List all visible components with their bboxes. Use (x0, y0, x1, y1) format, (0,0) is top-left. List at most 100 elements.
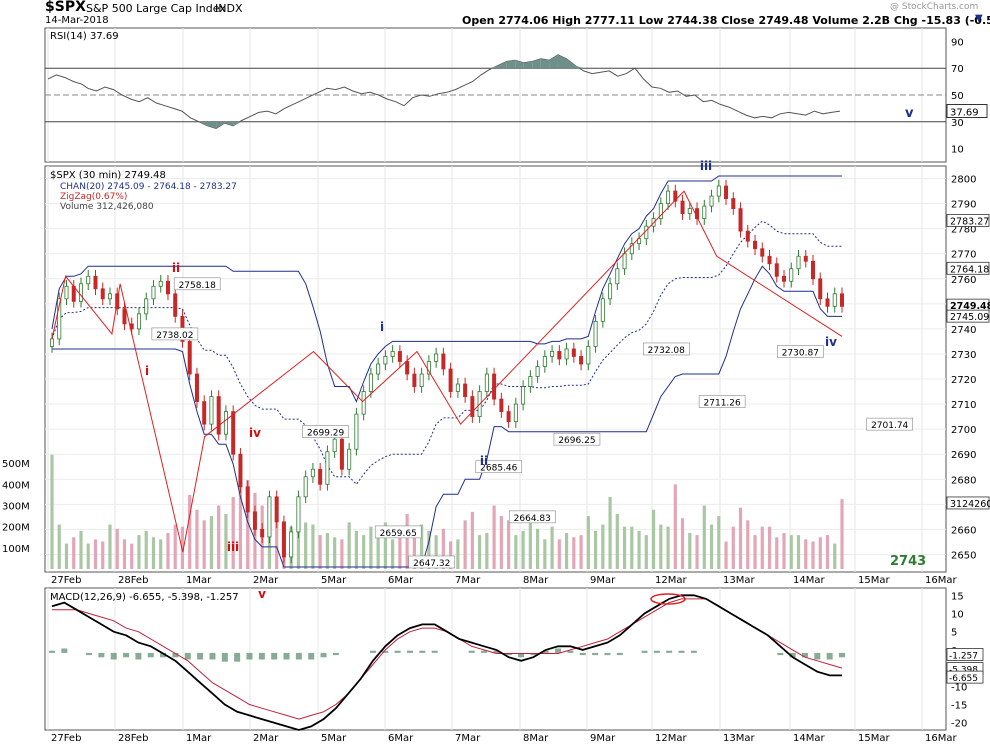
volume-bar (630, 526, 634, 569)
volume-bar (72, 537, 76, 569)
candle-body (513, 403, 518, 423)
volume-bar (695, 535, 699, 569)
candle-body (760, 248, 765, 257)
candle-body (325, 451, 330, 485)
x-axis-label: 27Feb (51, 733, 81, 744)
candle-body (209, 396, 214, 425)
macd-histogram-bar (209, 652, 216, 660)
x-axis-label: 7Mar (455, 733, 481, 744)
x-axis-label: 1Mar (186, 575, 212, 586)
macd-tick-label: -10 (951, 682, 967, 693)
wave-label-red: iv (249, 426, 261, 440)
volume-bar (238, 484, 243, 569)
candle-body (78, 283, 83, 302)
volume-bar (456, 539, 460, 569)
x-axis-label: 9Mar (590, 733, 616, 744)
wave-label-blue: ii (480, 454, 488, 468)
candle-body (281, 521, 286, 558)
candle-body (238, 453, 243, 488)
volume-bar (398, 537, 402, 569)
chart-menu-icon[interactable]: ▼ (975, 13, 983, 24)
macd-histogram-bar (493, 650, 500, 653)
price-tick-label: 2730 (951, 350, 976, 361)
price-title: $SPX (30 min) 2749.48 (50, 170, 166, 181)
candle-body (412, 373, 417, 387)
rsi-tick-label: 70 (951, 64, 964, 75)
volume-bar (564, 533, 569, 569)
candle-body (165, 280, 170, 295)
rsi-overbought-fill (557, 54, 567, 69)
volume-bar (50, 454, 54, 569)
rsi-overbought-fill (549, 54, 558, 69)
candle-body (390, 351, 395, 357)
price-point-label: 2685.46 (480, 464, 517, 474)
macd-histogram-bar (542, 650, 549, 653)
candle-body (499, 398, 504, 413)
macd-peak-highlight (650, 593, 686, 605)
macd-histogram-bar (567, 650, 574, 653)
candle-body (803, 255, 808, 262)
macd-value-label: -5.398 (949, 666, 978, 676)
volume-bar (86, 543, 90, 569)
price-tag-label: 2745.09 (950, 312, 989, 323)
volume-bar (333, 537, 337, 569)
macd-histogram-bar (295, 652, 302, 660)
x-axis-label: 13Mar (723, 733, 755, 744)
candle-body (716, 185, 721, 197)
volume-bar (528, 520, 532, 569)
volume-bar (702, 505, 706, 569)
macd-histogram-bar (616, 652, 623, 656)
volume-bar (340, 539, 344, 569)
rsi-value-tag (946, 103, 988, 118)
volume-bar (115, 528, 119, 569)
volume-bar (209, 516, 214, 569)
candle-body (658, 203, 663, 220)
volume-bar (622, 526, 627, 569)
volume-bar (362, 535, 366, 569)
volume-bar (775, 537, 779, 569)
x-axis-label: 2Mar (253, 733, 279, 744)
volume-bar (217, 505, 221, 569)
volume-bar (666, 526, 670, 569)
candle-body (470, 396, 475, 418)
volume-bar (688, 533, 692, 569)
x-axis-label: 14Mar (793, 575, 825, 586)
wave-label-blue: iii (700, 159, 712, 173)
candle-body (600, 298, 605, 322)
volume-bar (796, 535, 801, 569)
price-point-box (777, 345, 824, 358)
volume-bar (746, 520, 750, 569)
candle-body (557, 351, 562, 360)
x-axis-label: 14Mar (793, 733, 825, 744)
volume-bar (180, 526, 185, 569)
rsi-oversold-fill (233, 121, 242, 126)
price-point-box (151, 327, 199, 341)
candle-body (615, 268, 620, 285)
candle-body (93, 275, 98, 290)
volume-bar (347, 522, 351, 569)
price-point-box (508, 510, 556, 524)
volume-bar (731, 526, 735, 569)
candle-body (368, 373, 373, 392)
macd-histogram-bar (49, 650, 55, 653)
volume-bar (376, 537, 380, 569)
candle-body (100, 288, 105, 300)
volume-bar (246, 480, 250, 569)
wave-label-v-blue: v (905, 106, 914, 121)
macd-histogram-bar (246, 652, 253, 660)
x-axis-label: 27Feb (51, 575, 81, 586)
macd-histogram-bar (61, 648, 68, 653)
volume-tick-label: 300M (2, 502, 30, 513)
candle-body (463, 383, 468, 397)
wave-label-red: i (145, 364, 149, 378)
candle-body (361, 391, 366, 415)
price-point-label: 2732.08 (648, 346, 685, 356)
candle-body (484, 373, 489, 392)
volume-tick-label: 500M (2, 459, 30, 470)
volume-bar (311, 524, 315, 569)
candle-body (492, 373, 497, 400)
candle-body (738, 208, 743, 232)
macd-tick-label: -20 (951, 719, 967, 730)
chart-header: $SPX S&P 500 Large Cap Index INDX 14-Mar… (0, 0, 990, 28)
macd-histogram-bar (234, 652, 241, 662)
